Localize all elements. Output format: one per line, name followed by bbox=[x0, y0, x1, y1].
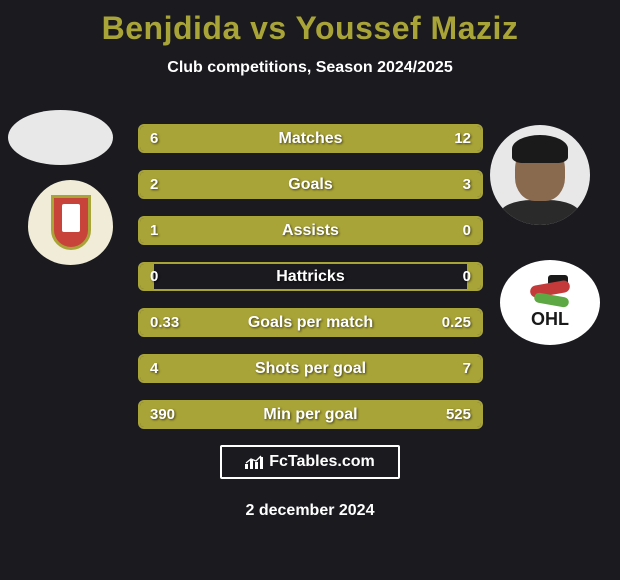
stat-label: Goals bbox=[140, 172, 481, 197]
stat-label: Hattricks bbox=[140, 264, 481, 289]
stat-row: 0.330.25Goals per match bbox=[138, 308, 483, 337]
branding-text: FcTables.com bbox=[269, 453, 375, 471]
club-shield-icon bbox=[51, 195, 91, 250]
stat-row: 23Goals bbox=[138, 170, 483, 199]
stat-row: 00Hattricks bbox=[138, 262, 483, 291]
player-right-avatar bbox=[490, 125, 590, 225]
stat-label: Goals per match bbox=[140, 310, 481, 335]
stat-label: Assists bbox=[140, 218, 481, 243]
player-left-club-badge bbox=[28, 180, 113, 265]
branding-box[interactable]: FcTables.com bbox=[220, 445, 400, 479]
stat-row: 612Matches bbox=[138, 124, 483, 153]
stat-label: Matches bbox=[140, 126, 481, 151]
stat-row: 390525Min per goal bbox=[138, 400, 483, 429]
stat-row: 47Shots per goal bbox=[138, 354, 483, 383]
chart-icon bbox=[245, 455, 263, 469]
club-logo-icon bbox=[530, 275, 570, 305]
comparison-bars: 612Matches 23Goals 10Assists 00Hattricks 0.3… bbox=[138, 124, 483, 446]
player-left-avatar bbox=[8, 110, 113, 165]
page-title: Benjdida vs Youssef Maziz bbox=[0, 0, 620, 47]
date-label: 2 december 2024 bbox=[0, 502, 620, 520]
club-right-code: OHL bbox=[531, 309, 569, 330]
stat-label: Shots per goal bbox=[140, 356, 481, 381]
subtitle: Club competitions, Season 2024/2025 bbox=[0, 59, 620, 77]
player-right-club-badge: OHL bbox=[500, 260, 600, 345]
stat-row: 10Assists bbox=[138, 216, 483, 245]
stat-label: Min per goal bbox=[140, 402, 481, 427]
